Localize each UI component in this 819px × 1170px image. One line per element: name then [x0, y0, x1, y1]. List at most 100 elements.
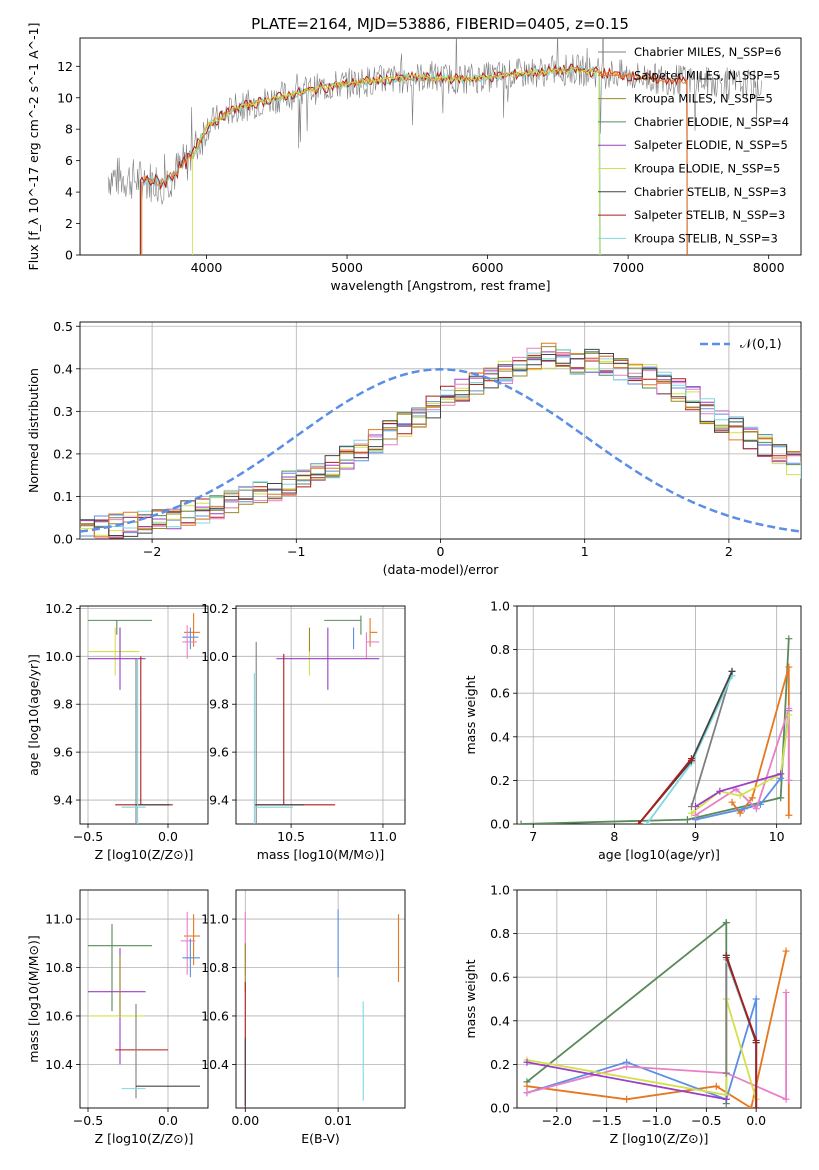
- plot-area-mass-vs-Z: [88, 911, 200, 1099]
- x-tick-label: −2: [143, 544, 161, 559]
- y-axis-label: age [log10(age/yr)]: [26, 654, 41, 776]
- legend-label: 𝒩(0,1): [740, 336, 782, 351]
- legend-residuals: 𝒩(0,1): [700, 336, 782, 351]
- x-tick-label: 7: [529, 829, 537, 844]
- weight-marker: [785, 811, 793, 819]
- x-tick-label: 8000: [753, 260, 785, 275]
- y-tick-label: 6: [65, 153, 73, 168]
- x-tick-label: 0.0: [746, 1113, 766, 1128]
- y-tick-label: 9.8: [209, 697, 229, 712]
- weight-marker: [687, 809, 695, 817]
- weight-marker: [623, 1095, 631, 1103]
- weight-marker: [785, 776, 793, 784]
- y-tick-label: 9.4: [53, 793, 73, 808]
- legend-label: Salpeter STELIB, N_SSP=3: [634, 208, 785, 222]
- y-tick-label: 10.0: [201, 649, 229, 664]
- x-tick-label: −2.0: [542, 1113, 572, 1128]
- legend-label: Kroupa MILES, N_SSP=5: [634, 92, 773, 106]
- x-tick-label: −0.5: [691, 1113, 721, 1128]
- x-axis-label: mass [log10(M/M⊙)]: [257, 847, 385, 862]
- x-tick-label: −0.5: [73, 1113, 103, 1128]
- legend-label: Salpeter MILES, N_SSP=5: [634, 68, 780, 82]
- plot-area-weight-vs-age: [517, 635, 793, 824]
- y-tick-label: 0.4: [490, 729, 510, 744]
- axes-weight-vs-Z: −2.0 −1.5 −1.0 −0.5 0.0 0.0 0.2 0.4 0.6 0.8 1.0 Z […: [463, 883, 802, 1146]
- weight-marker: [722, 954, 730, 962]
- plot-area-mass-vs-EBV: [244, 909, 400, 1108]
- weight-marker: [692, 811, 700, 819]
- x-axis-label: age [log10(age/yr)]: [598, 847, 720, 862]
- axes-frame-age-vs-mass: [235, 605, 406, 825]
- errorbar-point: [182, 627, 199, 650]
- legend-label: Kroupa ELODIE, N_SSP=5: [634, 162, 780, 176]
- errorbar-point: [88, 619, 152, 635]
- y-tick-label: 0.0: [490, 817, 510, 832]
- x-tick-label: 0.0: [158, 829, 178, 844]
- y-tick-label: 11.0: [201, 912, 229, 927]
- legend-label: Salpeter ELODIE, N_SSP=5: [634, 138, 788, 152]
- axes-residuals: −2 −1 0 1 2 0.0 0.1 0.2 0.3 0.4 0.5 (data-model)/er…: [26, 319, 802, 577]
- x-axis-label: E(B-V): [301, 1131, 340, 1146]
- x-tick-label: 0.00: [231, 1113, 259, 1128]
- histogram-step: [80, 346, 801, 530]
- legend-label: Kroupa STELIB, N_SSP=3: [634, 231, 778, 245]
- weight-series-line: [690, 671, 733, 807]
- axes-mass-vs-Z: −0.5 0.0 10.4 10.6 10.8 11.0 Z [log10(Z/Z⊙)] ma…: [26, 889, 209, 1146]
- x-tick-label: 2: [725, 544, 733, 559]
- x-tick-label: 4000: [191, 260, 223, 275]
- weight-marker: [747, 1104, 755, 1108]
- plot-area-age-vs-Z: [88, 613, 200, 824]
- y-tick-label: 10.6: [201, 1008, 229, 1023]
- weight-marker: [523, 1058, 531, 1066]
- weight-marker: [785, 663, 793, 671]
- y-tick-label: 0.2: [53, 446, 73, 461]
- weight-marker: [722, 1069, 730, 1077]
- x-axis-label: Z [log10(Z/Z⊙)]: [95, 847, 194, 862]
- legend-label: Chabrier MILES, N_SSP=6: [634, 45, 781, 59]
- figure-title: PLATE=2164, MJD=53886, FIBERID=0405, z=0…: [251, 15, 629, 33]
- y-axis-label: mass [log10(M/M⊙)]: [26, 935, 41, 1063]
- weight-marker: [752, 1104, 760, 1108]
- weight-marker: [728, 667, 736, 675]
- plot-area-residuals: [80, 342, 801, 539]
- weight-marker: [517, 820, 525, 824]
- legend-spectrum: Chabrier MILES, N_SSP=6 Salpeter MILES, N…: [598, 45, 789, 245]
- y-tick-label: 9.6: [53, 745, 73, 760]
- y-tick-label: 0.8: [490, 642, 510, 657]
- weight-marker: [716, 787, 724, 795]
- plot-area-weight-vs-Z: [523, 919, 790, 1108]
- weight-marker: [722, 1095, 730, 1103]
- y-tick-label: 9.6: [209, 745, 229, 760]
- x-tick-label: 9: [692, 829, 700, 844]
- y-tick-label: 10.8: [45, 960, 73, 975]
- x-tick-label: 1: [581, 544, 589, 559]
- errorbar-point: [276, 627, 380, 690]
- weight-marker: [748, 794, 756, 802]
- axes-frame-weight-vs-age: [516, 605, 802, 825]
- y-tick-label: 0.5: [53, 319, 73, 334]
- weight-marker: [523, 1082, 531, 1090]
- x-axis-label: wavelength [Angstrom, rest frame]: [330, 278, 550, 293]
- weight-marker: [782, 947, 790, 955]
- y-axis-label: Flux [f_λ 10^-17 erg cm^-2 s^-1 A^-1]: [26, 23, 41, 271]
- y-tick-label: 10.4: [201, 1057, 229, 1072]
- x-tick-label: 10.5: [277, 829, 305, 844]
- y-tick-label: 0.6: [490, 686, 510, 701]
- x-axis-label: Z [log10(Z/Z⊙)]: [610, 1131, 709, 1146]
- errorbar-point: [253, 673, 293, 824]
- x-tick-label: 0.01: [324, 1113, 352, 1128]
- errorbar-point: [180, 911, 196, 975]
- weight-marker: [752, 1036, 760, 1044]
- weight-marker: [643, 820, 651, 824]
- weight-marker: [623, 1063, 631, 1071]
- x-tick-label: −1.5: [592, 1113, 622, 1128]
- weight-marker: [752, 995, 760, 1003]
- x-tick-label: 8: [610, 829, 618, 844]
- legend-label: Chabrier ELODIE, N_SSP=4: [634, 115, 789, 129]
- x-tick-label: −0.5: [73, 829, 103, 844]
- y-tick-label: 0.4: [53, 361, 73, 376]
- weight-marker: [785, 635, 793, 643]
- y-tick-label: 10.4: [45, 1057, 73, 1072]
- weight-marker: [687, 803, 695, 811]
